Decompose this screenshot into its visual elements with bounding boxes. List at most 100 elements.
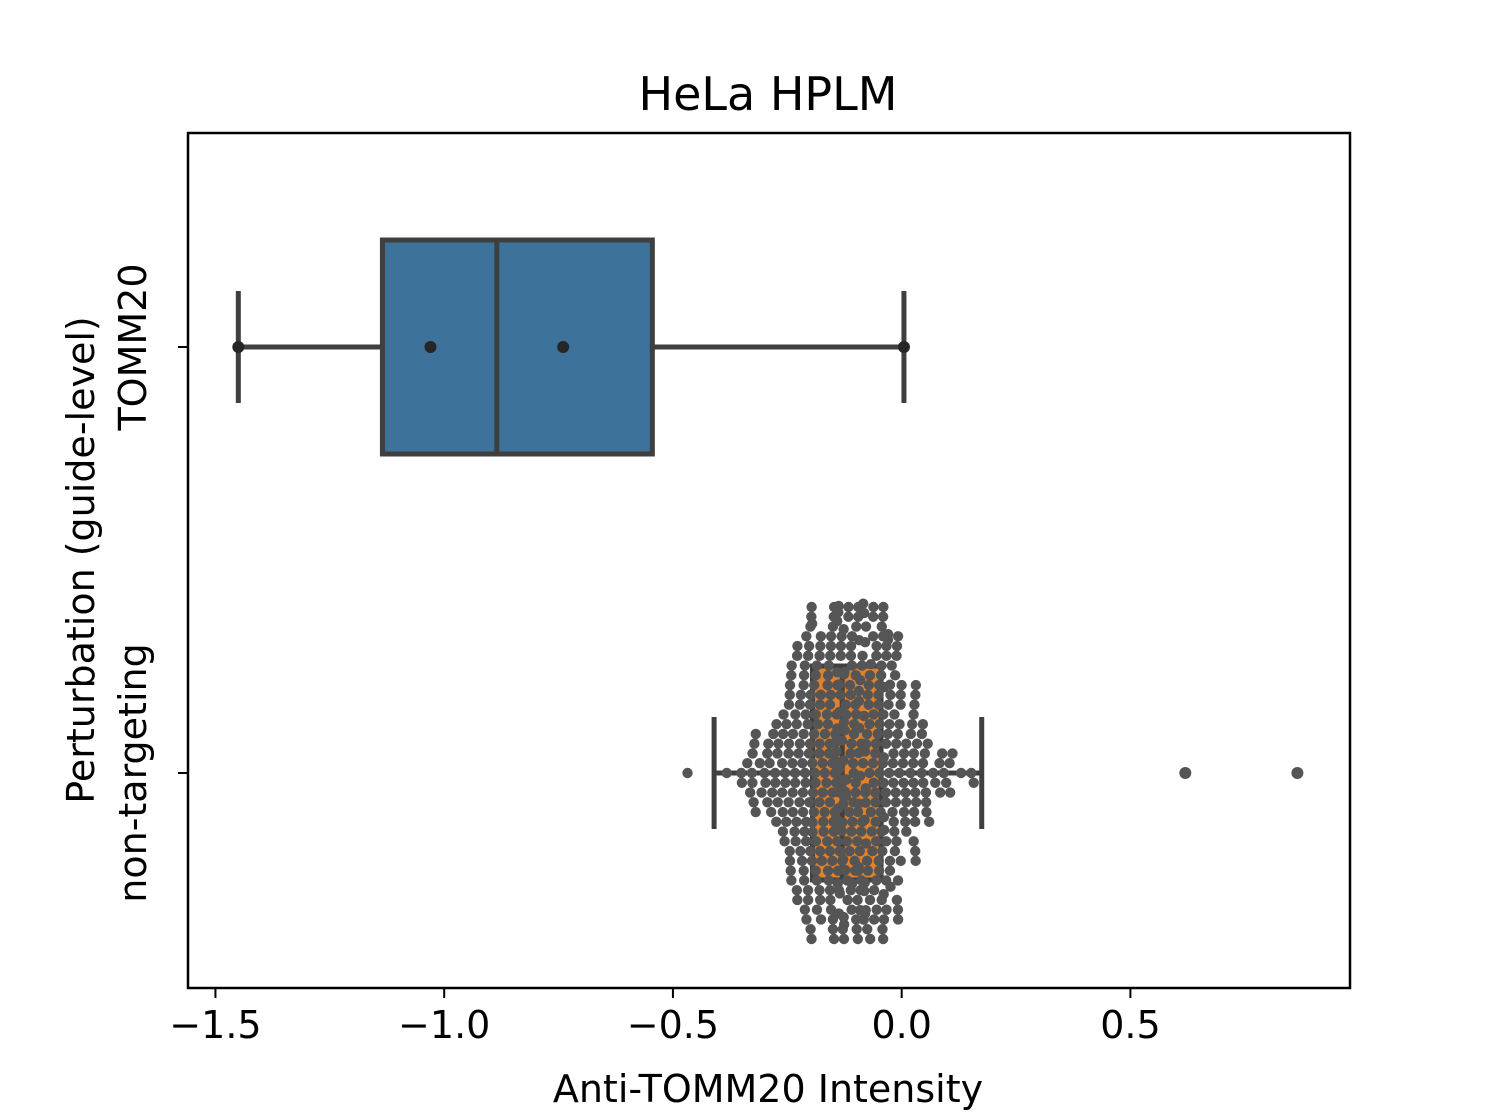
swarm-point — [859, 877, 871, 888]
swarm-point — [783, 748, 794, 759]
swarm-point — [861, 728, 873, 740]
swarm-point — [815, 894, 826, 906]
swarm-point — [935, 787, 946, 798]
swarm-point — [890, 738, 902, 749]
swarm-point — [909, 699, 920, 710]
swarm-point — [777, 826, 789, 837]
swarm-point — [749, 738, 760, 749]
swarm-point — [918, 777, 929, 788]
swarm-point — [845, 650, 857, 662]
y-tick-label: non-targeting — [111, 643, 155, 902]
swarm-point — [838, 755, 849, 766]
swarm-point — [817, 758, 828, 769]
swarm-point — [860, 621, 872, 632]
swarm-point — [792, 894, 803, 906]
swarm-point — [868, 601, 879, 613]
swarm-point — [860, 637, 871, 648]
swarm-point — [784, 679, 796, 691]
swarm-point — [858, 598, 869, 609]
swarm-point — [882, 728, 894, 740]
tomm20-point — [557, 341, 570, 353]
x-tick-label: 0.0 — [871, 1003, 931, 1047]
swarm-point — [802, 718, 813, 730]
swarm-point — [921, 806, 932, 818]
swarm-point — [870, 836, 882, 847]
swarm-point — [747, 748, 758, 759]
swarm-point — [845, 689, 856, 701]
swarm-point — [811, 660, 823, 671]
swarm-point — [895, 699, 906, 710]
swarm-point — [796, 855, 808, 867]
swarm-point — [884, 855, 896, 867]
swarm-point — [860, 783, 871, 794]
x-tick-label: −0.5 — [627, 1003, 719, 1047]
swarm-point — [777, 787, 788, 798]
swarm-point — [870, 738, 882, 749]
swarm-point — [888, 748, 899, 759]
swarm-point — [789, 826, 800, 837]
swarm-point — [814, 650, 825, 662]
swarm-point — [868, 709, 879, 720]
swarm-point — [809, 767, 821, 779]
swarm-point — [821, 777, 832, 788]
swarm-point — [898, 806, 910, 818]
swarm-point — [862, 689, 874, 701]
swarm-point — [847, 758, 859, 769]
swarm-point — [764, 758, 775, 769]
swarm-point — [786, 875, 797, 886]
swarm-point — [878, 709, 889, 720]
swarm-point — [908, 777, 919, 788]
swarm-point — [750, 728, 761, 740]
swarm-point — [880, 836, 892, 847]
swarm-point — [825, 894, 836, 906]
swarm-point — [808, 728, 820, 740]
swarm-point — [856, 660, 868, 671]
swarm-point — [814, 884, 825, 896]
swarm-point — [858, 710, 870, 722]
swarm-point — [873, 689, 884, 701]
swarm-point — [786, 660, 797, 671]
swarm-point — [872, 728, 884, 740]
swarm-point — [941, 777, 952, 788]
swarm-point — [771, 718, 782, 730]
outlier-point — [1291, 767, 1304, 779]
y-axis-label: Perturbation (guide-level) — [59, 316, 103, 803]
swarm-point — [786, 670, 797, 681]
swarm-point — [822, 836, 833, 847]
swarm-point — [787, 758, 798, 769]
swarm-point — [871, 650, 882, 662]
swarm-point — [802, 650, 814, 662]
swarm-point — [917, 758, 929, 769]
swarm-point — [908, 709, 919, 720]
swarm-point — [810, 836, 822, 847]
swarm-point — [927, 767, 939, 779]
swarm-point — [871, 875, 882, 886]
swarm-point — [844, 845, 855, 857]
swarm-point — [938, 767, 949, 779]
swarm-point — [923, 816, 935, 828]
swarm-point — [866, 826, 878, 837]
swarm-point — [878, 777, 889, 788]
swarm-point — [870, 787, 881, 798]
swarm-point — [779, 767, 791, 779]
swarm-point — [838, 919, 850, 930]
swarm-point — [742, 758, 753, 769]
swarm-point — [798, 875, 810, 886]
swarm-point — [840, 790, 852, 802]
outlier-point — [1179, 767, 1192, 779]
swarm-point — [754, 758, 766, 769]
x-tick-label: −1.5 — [169, 1003, 261, 1047]
swarm-point — [891, 894, 903, 906]
swarm-point — [934, 758, 945, 769]
swarm-point — [891, 640, 903, 652]
swarm-point — [871, 904, 882, 915]
swarm-point — [873, 855, 885, 867]
swarm-point — [853, 685, 865, 697]
swarm-point — [836, 825, 847, 836]
swarm-point — [721, 767, 732, 779]
swarm-point — [847, 816, 858, 828]
swarm-point — [944, 758, 955, 769]
swarm-point — [878, 914, 890, 925]
swarm-point — [799, 660, 811, 671]
swarm-point — [840, 864, 851, 876]
